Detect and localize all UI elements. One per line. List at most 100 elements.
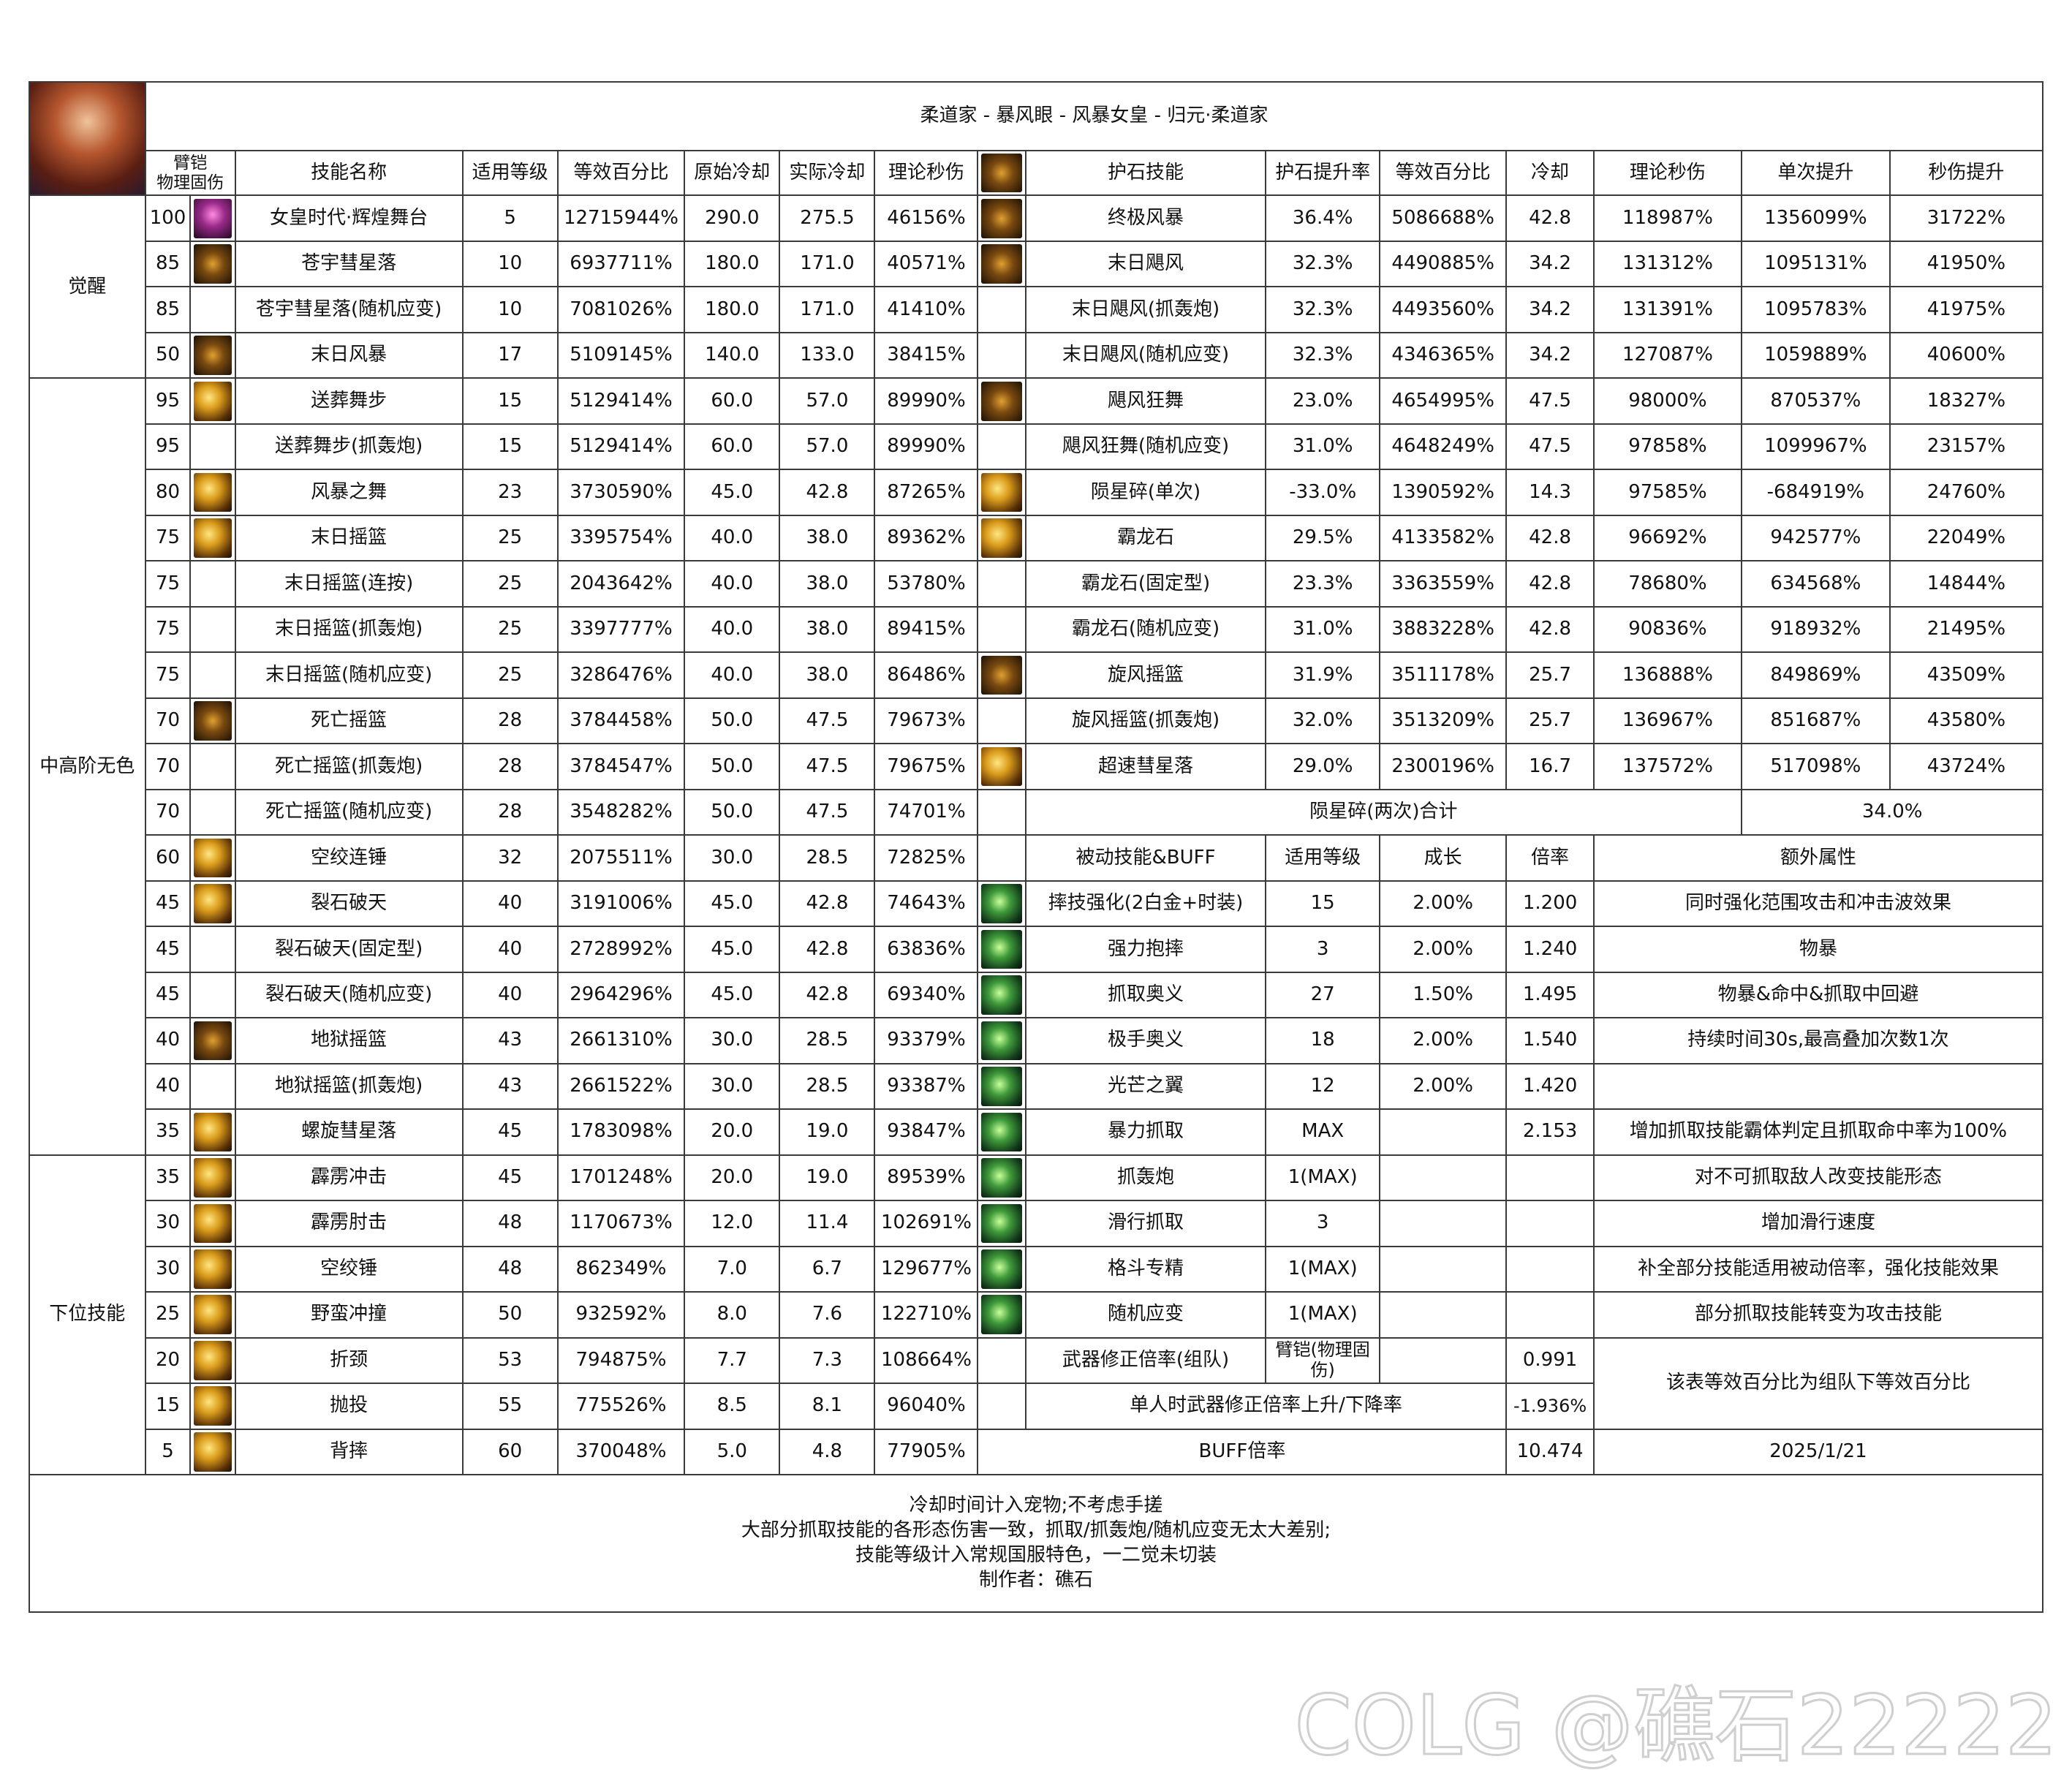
- talisman-value: 42.8: [1505, 560, 1595, 608]
- passive-value: 15: [1265, 880, 1380, 928]
- skill-value: 20.0: [684, 1154, 781, 1202]
- skill-value: 180.0: [684, 286, 781, 333]
- skill-value: 133.0: [779, 331, 876, 379]
- skill-name: 末日摇篮(连按): [234, 560, 464, 608]
- talisman-value: 43509%: [1888, 651, 2044, 699]
- skill-value: 1170673%: [556, 1200, 686, 1247]
- skill-value: 50.0: [684, 697, 781, 745]
- skill-value: 794875%: [556, 1336, 686, 1385]
- talisman-name: 霸龙石(随机应变): [1024, 605, 1267, 654]
- skill-name: 裂石破天: [234, 880, 464, 928]
- passive-value: [1505, 1154, 1595, 1202]
- skill-value: 38.0: [779, 560, 876, 608]
- icon-cell: [189, 1017, 236, 1064]
- talisman-name: 飓风狂舞(随机应变): [1024, 423, 1267, 471]
- skill-icon: [193, 1295, 232, 1335]
- icon-cell: [189, 423, 236, 471]
- skill-value: 30.0: [684, 1062, 781, 1111]
- skill-value: 108664%: [874, 1336, 979, 1385]
- talisman-value: 1095131%: [1741, 240, 1891, 288]
- skill-name: 末日摇篮: [234, 514, 464, 562]
- skill-value: 60.0: [684, 423, 781, 471]
- icon-cell: [977, 423, 1026, 471]
- column-header: 冷却: [1505, 150, 1595, 197]
- footer-line: 制作者：礁石: [978, 1568, 1093, 1591]
- footer-line: 技能等级计入常规国服特色，一二觉未切装: [855, 1544, 1217, 1567]
- talisman-value: -33.0%: [1265, 469, 1380, 516]
- talisman-name: 超速彗星落: [1024, 743, 1267, 790]
- passive-value: [1378, 1154, 1508, 1202]
- skill-name: 风暴之舞: [234, 469, 464, 516]
- passive-value: 1.540: [1505, 1017, 1595, 1064]
- talisman-value: 118987%: [1592, 194, 1743, 242]
- skill-name: 霹雳肘击: [234, 1200, 464, 1247]
- skill-icon: [981, 1021, 1022, 1061]
- skill-value: 48: [461, 1200, 559, 1247]
- icon-cell: [189, 697, 236, 745]
- icon-cell: [977, 743, 1026, 790]
- passive-value: 部分抓取技能转变为攻击技能: [1592, 1291, 2044, 1339]
- talisman-value: 47.5: [1505, 423, 1595, 471]
- skill-value: 60.0: [684, 377, 781, 425]
- passive-value: 1.50%: [1378, 971, 1508, 1019]
- skill-icon: [981, 1295, 1022, 1335]
- passive-name: 抓轰炮: [1024, 1154, 1267, 1202]
- skill-value: 102691%: [874, 1200, 979, 1247]
- column-header: 秒伤提升: [1888, 150, 2044, 197]
- talisman-value: 24760%: [1888, 469, 2044, 516]
- skill-value: 12715944%: [556, 194, 686, 242]
- icon-cell: [977, 788, 1026, 836]
- talisman-value: 18327%: [1888, 377, 2044, 425]
- footer: 冷却时间计入宠物;不考虑手搓 大部分抓取技能的各形态伤害一致，抓取/抓轰炮/随机应…: [28, 1474, 2044, 1614]
- passive-value: 增加滑行速度: [1592, 1200, 2044, 1247]
- skill-value: 45.0: [684, 926, 781, 973]
- talisman-name: 终极风暴: [1024, 194, 1267, 242]
- group-label: 中高阶无色: [28, 377, 146, 1156]
- skill-value: 45.0: [684, 469, 781, 516]
- skill-name: 空绞连锤: [234, 834, 464, 882]
- talisman-value: -684919%: [1741, 469, 1891, 516]
- skill-value: 7.3: [779, 1336, 876, 1385]
- skill-value: 2661522%: [556, 1062, 686, 1111]
- icon-cell: [977, 469, 1026, 516]
- talisman-value: 4654995%: [1378, 377, 1508, 425]
- talisman-value: 34.2: [1505, 331, 1595, 379]
- talisman-value: 1099967%: [1741, 423, 1891, 471]
- icon-cell: [977, 834, 1026, 882]
- passive-header: 成长: [1378, 834, 1508, 882]
- empty-cell: [1378, 1336, 1508, 1385]
- skill-value: 8.1: [779, 1383, 876, 1430]
- weapon-label: 武器修正倍率(组队): [1024, 1336, 1267, 1385]
- skill-value: 10: [461, 240, 559, 288]
- talisman-value: 41975%: [1888, 286, 2044, 333]
- skill-name: 折颈: [234, 1336, 464, 1385]
- skill-level: 5: [144, 1428, 192, 1476]
- talisman-name: 旋风摇篮: [1024, 651, 1267, 699]
- skill-icon: [981, 1158, 1022, 1198]
- weapon-type: 臂铠(物理固伤): [1265, 1336, 1380, 1385]
- skill-value: 42.8: [779, 469, 876, 516]
- icon-cell: [189, 514, 236, 562]
- passive-value: [1592, 1062, 2044, 1111]
- passive-value: [1378, 1245, 1508, 1293]
- skill-value: 932592%: [556, 1291, 686, 1339]
- skill-name: 末日风暴: [234, 331, 464, 379]
- skill-value: 28: [461, 743, 559, 790]
- talisman-value: 4133582%: [1378, 514, 1508, 562]
- skill-value: 42.8: [779, 926, 876, 973]
- talisman-value: 21495%: [1888, 605, 2044, 654]
- icon-cell: [189, 1245, 236, 1293]
- icon-cell: [189, 971, 236, 1019]
- skill-value: 5129414%: [556, 423, 686, 471]
- passive-value: 12: [1265, 1062, 1380, 1111]
- skill-icon: [981, 655, 1022, 695]
- skill-icon: [981, 154, 1022, 193]
- skill-value: 3784547%: [556, 743, 686, 790]
- passive-value: 补全部分技能适用被动倍率，强化技能效果: [1592, 1245, 2044, 1293]
- talisman-value: 136967%: [1592, 697, 1743, 745]
- skill-value: 89990%: [874, 377, 979, 425]
- talisman-value: 3363559%: [1378, 560, 1508, 608]
- icon-cell: [977, 1017, 1026, 1064]
- column-header: 技能名称: [234, 150, 464, 197]
- skill-value: 17: [461, 331, 559, 379]
